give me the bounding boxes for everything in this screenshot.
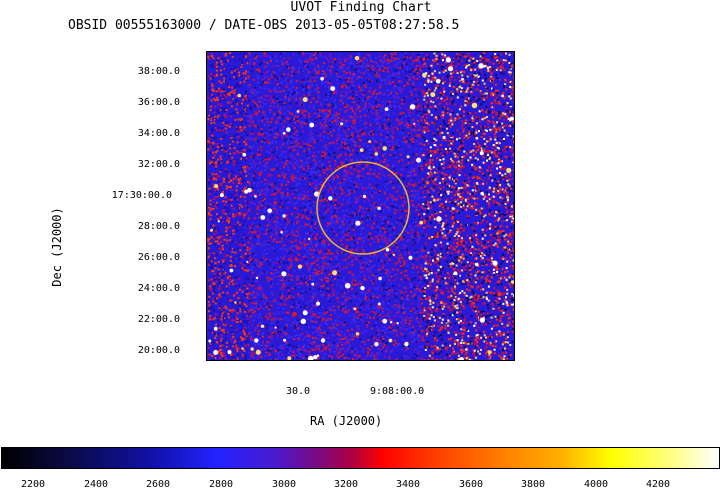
colorbar-tick: 3000	[272, 479, 296, 490]
y-tick-label: 26:00.0	[120, 252, 180, 263]
colorbar-tick: 4200	[646, 479, 670, 490]
chart-subtitle: OBSID 00555163000 / DATE-OBS 2013-05-05T…	[68, 18, 459, 33]
colorbar-tick: 3600	[459, 479, 483, 490]
x-tick-label: 30.0	[286, 386, 310, 397]
colorbar-tick: 2600	[146, 479, 170, 490]
colorbar-tick: 3200	[334, 479, 358, 490]
colorbar-tick: 3800	[521, 479, 545, 490]
x-tick-label: 9:08:00.0	[370, 386, 424, 397]
colorbar-tick: 2200	[21, 479, 45, 490]
y-tick-label: 17:30:00.0	[86, 190, 172, 201]
chart-title: UVOT Finding Chart	[0, 0, 722, 15]
y-axis-label: Dec (J2000)	[50, 202, 64, 292]
y-tick-label: 36:00.0	[120, 97, 180, 108]
colorbar-tick: 2800	[209, 479, 233, 490]
sky-image-canvas	[207, 52, 515, 361]
y-tick-label: 22:00.0	[120, 314, 180, 325]
y-tick-label: 24:00.0	[120, 283, 180, 294]
y-tick-label: 20:00.0	[120, 345, 180, 356]
x-axis-label: RA (J2000)	[310, 414, 382, 428]
colorbar-tick: 3400	[396, 479, 420, 490]
sky-image	[206, 51, 515, 361]
colorbar-tick: 4000	[584, 479, 608, 490]
y-tick-label: 32:00.0	[120, 159, 180, 170]
y-tick-label: 28:00.0	[120, 221, 180, 232]
y-tick-label: 34:00.0	[120, 128, 180, 139]
colorbar-tick: 2400	[84, 479, 108, 490]
colorbar	[1, 447, 720, 469]
y-tick-label: 38:00.0	[120, 66, 180, 77]
